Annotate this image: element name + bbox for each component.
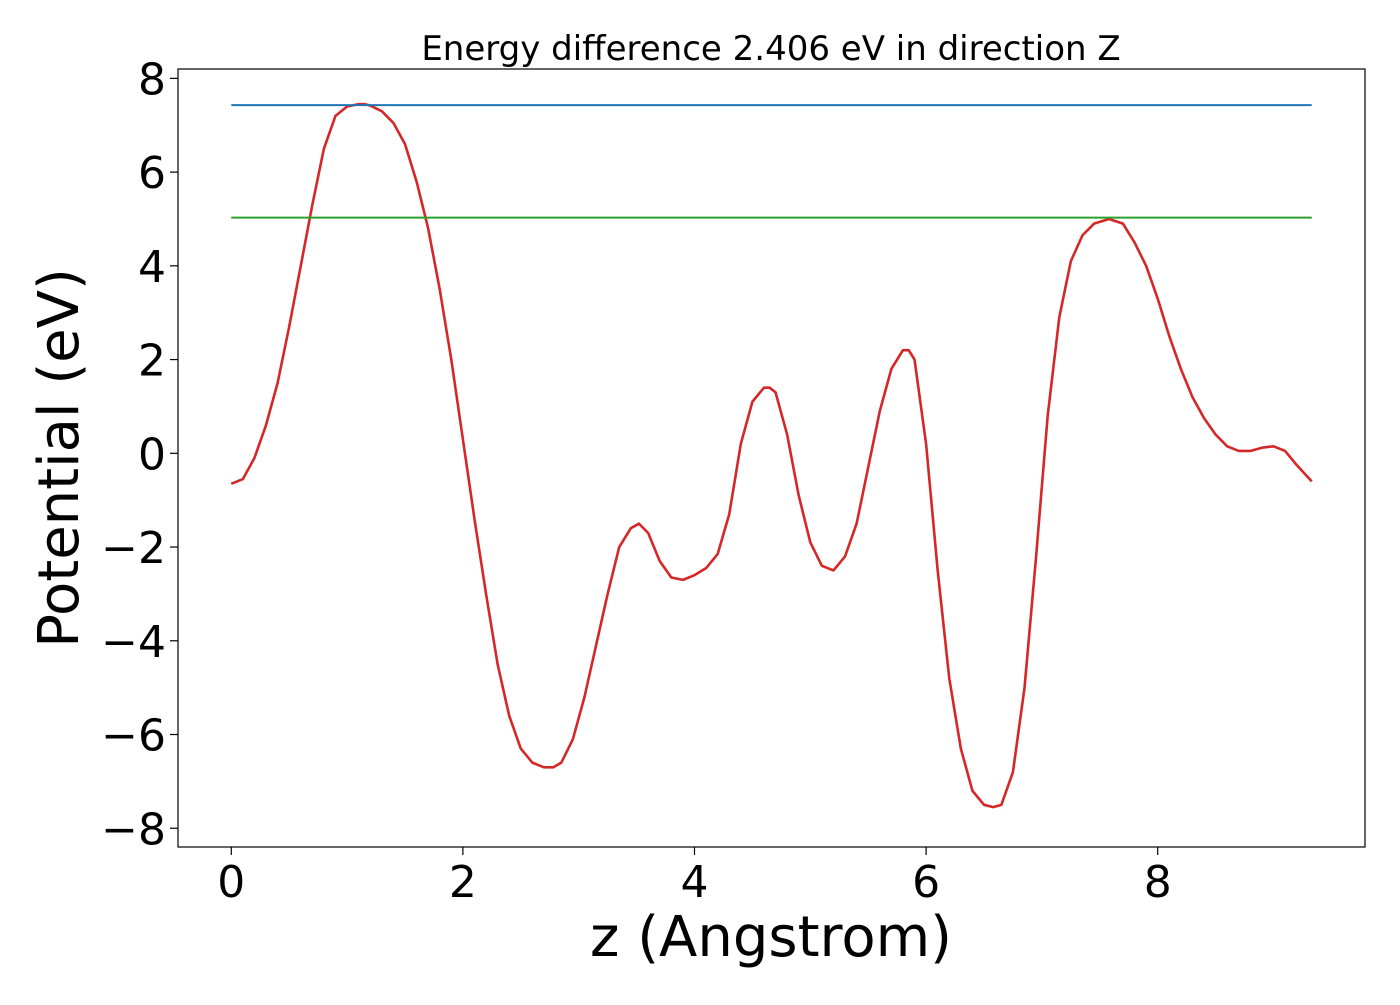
- x-axis-ticks: 0 2 4 6 8: [217, 847, 1172, 908]
- x-tick-label: 6: [912, 857, 940, 908]
- chart-title: Energy difference 2.406 eV in direction …: [421, 29, 1120, 69]
- x-tick-label: 4: [680, 857, 708, 908]
- x-axis-label: z (Angstrom): [590, 905, 952, 970]
- y-tick-label: −8: [101, 804, 166, 855]
- y-axis-label: Potential (eV): [27, 268, 92, 648]
- y-tick-label: −2: [101, 523, 166, 574]
- y-tick-label: −6: [101, 711, 166, 762]
- y-axis-ticks: −8 −6 −4 −2 0 2 4 6 8: [101, 54, 178, 855]
- y-tick-label: 6: [138, 148, 166, 199]
- x-tick-label: 8: [1144, 857, 1172, 908]
- potential-curve: [230, 102, 1313, 809]
- plot-area-frame: [177, 68, 1366, 848]
- x-tick-label: 2: [449, 857, 477, 908]
- x-tick-label: 0: [217, 857, 245, 908]
- y-tick-label: 8: [138, 54, 166, 105]
- y-tick-label: 0: [138, 429, 166, 480]
- y-tick-label: 4: [138, 242, 166, 293]
- series-layer: [230, 102, 1313, 809]
- y-tick-label: −4: [101, 617, 166, 668]
- y-tick-label: 2: [138, 336, 166, 387]
